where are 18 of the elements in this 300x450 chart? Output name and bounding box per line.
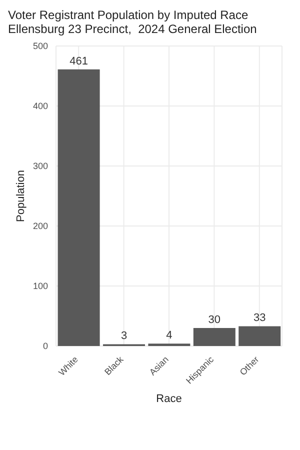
y-tick-label: 400 bbox=[32, 101, 48, 112]
y-tick-label: 500 bbox=[32, 41, 48, 52]
y-axis-title: Population bbox=[14, 170, 27, 222]
chart-title: Voter Registrant Population by Imputed Race bbox=[8, 8, 250, 22]
data-label: 4 bbox=[166, 330, 172, 342]
bar bbox=[193, 328, 236, 346]
x-axis-title: Race bbox=[156, 393, 182, 405]
data-label: 30 bbox=[208, 314, 221, 326]
data-label: 33 bbox=[253, 312, 266, 324]
y-tick-label: 300 bbox=[32, 161, 48, 172]
data-label: 461 bbox=[70, 55, 88, 68]
data-label: 3 bbox=[120, 330, 128, 342]
bar bbox=[238, 326, 281, 346]
y-tick-label: 100 bbox=[32, 281, 48, 292]
y-tick-label: 200 bbox=[32, 221, 48, 232]
chart-subtitle: Ellensburg 23 Precinct, 2024 General Election bbox=[8, 22, 258, 36]
y-tick-label: 0 bbox=[42, 341, 48, 352]
bar bbox=[58, 69, 100, 346]
